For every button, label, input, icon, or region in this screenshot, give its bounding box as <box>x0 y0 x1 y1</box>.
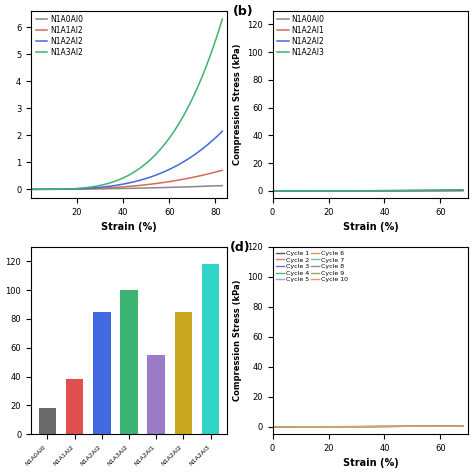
N1A0Al0 <box>292 188 298 194</box>
N1A2Al3 <box>332 188 337 194</box>
Bar <box>147 355 165 434</box>
Bar <box>38 408 56 434</box>
N1A2Al3 <box>270 188 275 194</box>
N1A2Al2 <box>51 186 57 192</box>
X-axis label: Strain (%): Strain (%) <box>101 222 157 232</box>
Bar <box>66 379 83 434</box>
N1A1Al2 <box>148 181 154 187</box>
N1A2Al3 <box>345 188 351 194</box>
N1A2Al1 <box>332 188 337 194</box>
N1A1Al2 <box>219 167 225 173</box>
Y-axis label: Compression Stress (kPa): Compression Stress (kPa) <box>233 280 241 401</box>
X-axis label: Strain (%): Strain (%) <box>343 222 398 232</box>
N1A2Al3 <box>292 188 298 194</box>
N1A0Al0 <box>91 186 96 192</box>
N1A2Al2 <box>219 128 225 134</box>
N1A0Al0 <box>408 188 414 194</box>
N1A2Al2 <box>167 166 173 172</box>
N1A2Al2 <box>166 167 172 173</box>
Legend: N1A0Al0, N1A2Al1, N1A2Al2, N1A2Al3: N1A0Al0, N1A2Al1, N1A2Al2, N1A2Al3 <box>276 14 325 58</box>
N1A2Al3 <box>460 187 465 192</box>
N1A2Al2 <box>91 185 96 191</box>
N1A2Al3 <box>407 188 413 193</box>
N1A2Al2 <box>408 188 414 193</box>
Y-axis label: Compression Stress (kPa): Compression Stress (kPa) <box>233 44 241 165</box>
N1A3Al2 <box>167 134 173 140</box>
N1A3Al2 <box>104 181 109 187</box>
Text: (b): (b) <box>233 5 254 18</box>
N1A1Al2 <box>166 179 172 184</box>
N1A0Al0 <box>167 184 173 190</box>
N1A1Al2 <box>104 185 109 191</box>
N1A2Al2 <box>460 187 465 193</box>
N1A2Al2 <box>28 186 34 192</box>
Line: N1A3Al2: N1A3Al2 <box>31 19 222 189</box>
N1A1Al2 <box>28 186 34 192</box>
Bar <box>93 312 110 434</box>
N1A0Al0 <box>407 188 413 194</box>
Bar <box>120 290 138 434</box>
N1A3Al2 <box>166 136 172 141</box>
N1A2Al2 <box>345 188 351 194</box>
N1A0Al0 <box>219 183 225 189</box>
Line: N1A1Al2: N1A1Al2 <box>31 170 222 189</box>
N1A0Al0 <box>148 185 154 191</box>
Text: (d): (d) <box>229 241 250 254</box>
N1A1Al2 <box>167 179 173 184</box>
N1A2Al1 <box>407 188 413 193</box>
Line: N1A2Al3: N1A2Al3 <box>273 190 463 191</box>
N1A3Al2 <box>91 184 96 190</box>
Line: N1A2Al2: N1A2Al2 <box>31 131 222 189</box>
N1A2Al2 <box>270 188 275 194</box>
N1A2Al1 <box>270 188 275 194</box>
N1A2Al3 <box>408 188 414 193</box>
N1A0Al0 <box>104 186 109 191</box>
N1A0Al0 <box>345 188 351 194</box>
N1A0Al0 <box>51 186 57 192</box>
N1A2Al2 <box>148 174 154 180</box>
N1A2Al2 <box>390 188 395 193</box>
N1A2Al3 <box>390 188 395 193</box>
Line: N1A2Al2: N1A2Al2 <box>273 190 463 191</box>
N1A2Al2 <box>104 184 109 190</box>
N1A3Al2 <box>28 186 34 192</box>
N1A2Al1 <box>390 188 395 193</box>
N1A0Al0 <box>332 188 337 194</box>
Bar <box>174 312 192 434</box>
N1A2Al1 <box>460 188 465 193</box>
N1A0Al0 <box>390 188 395 194</box>
N1A2Al2 <box>292 188 298 194</box>
N1A0Al0 <box>166 184 172 190</box>
N1A3Al2 <box>51 186 57 192</box>
N1A2Al2 <box>407 188 413 193</box>
N1A0Al0 <box>460 188 465 193</box>
N1A1Al2 <box>51 186 57 192</box>
Line: N1A0Al0: N1A0Al0 <box>31 186 222 189</box>
N1A2Al1 <box>408 188 414 193</box>
N1A3Al2 <box>148 156 154 162</box>
N1A0Al0 <box>270 188 275 194</box>
X-axis label: Strain (%): Strain (%) <box>343 458 398 468</box>
N1A2Al1 <box>345 188 351 194</box>
N1A2Al1 <box>292 188 298 194</box>
N1A3Al2 <box>219 16 225 22</box>
Legend: Cycle 1, Cycle 2, Cycle 3, Cycle 4, Cycle 5, Cycle 6, Cycle 7, Cycle 8, Cycle 9,: Cycle 1, Cycle 2, Cycle 3, Cycle 4, Cycl… <box>276 250 348 283</box>
Legend: N1A0Al0, N1A1Al2, N1A2Al2, N1A3Al2: N1A0Al0, N1A1Al2, N1A2Al2, N1A3Al2 <box>35 14 84 58</box>
N1A2Al2 <box>332 188 337 194</box>
N1A1Al2 <box>91 186 96 191</box>
Bar <box>202 264 219 434</box>
N1A0Al0 <box>28 186 34 192</box>
